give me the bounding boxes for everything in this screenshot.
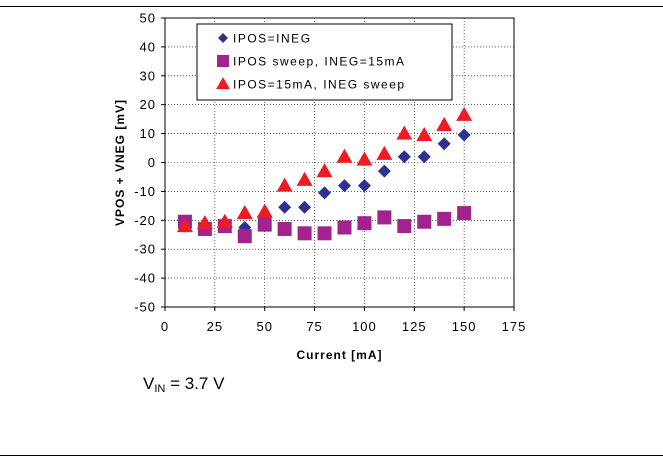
y-tick-labels: 50 40 30 20 10 0 -10 -20 -30 -40 -50: [134, 11, 165, 315]
triangle-marker: [216, 77, 230, 90]
square-marker: [217, 55, 229, 67]
x-tick-label: 150: [452, 319, 477, 334]
series-triangle: [176, 106, 473, 233]
diamond-marker: [417, 150, 431, 164]
y-tick-label: 10: [140, 126, 156, 141]
square-marker: [277, 221, 292, 236]
square-marker: [417, 214, 432, 229]
triangle-marker: [196, 215, 213, 230]
triangle-marker: [296, 171, 313, 186]
triangle-marker: [336, 148, 353, 163]
x-tick-label: 50: [256, 319, 272, 334]
square-marker: [257, 217, 272, 232]
y-tick-label: 20: [140, 97, 156, 112]
y-tick-label: -50: [134, 300, 156, 315]
vin-value: = 3.7 V: [165, 374, 225, 393]
vin-subscript: IN: [154, 383, 166, 395]
diamond-marker: [437, 137, 451, 151]
diamond-marker: [397, 150, 411, 164]
square-marker: [377, 210, 392, 225]
triangle-marker: [356, 151, 373, 166]
square-marker: [297, 226, 312, 241]
x-tick-label: 125: [402, 319, 427, 334]
y-tick-label: -30: [134, 242, 156, 257]
triangle-marker: [236, 205, 253, 220]
y-tick-label: -20: [134, 213, 156, 228]
square-marker: [337, 220, 352, 235]
input-voltage-annotation: VIN = 3.7 V: [143, 374, 224, 395]
square-marker: [237, 229, 252, 244]
x-axis-title: Current [mA]: [297, 348, 383, 362]
legend-label: IPOS=INEG: [233, 32, 312, 46]
x-tick-label: 175: [502, 319, 527, 334]
triangle-marker: [176, 218, 193, 233]
diamond-marker: [357, 179, 371, 193]
vin-prefix: V: [143, 374, 155, 393]
diamond-marker: [457, 128, 471, 142]
x-tick-labels: 0 25 50 75 100 125 150 175: [161, 307, 527, 334]
x-tick-label: 100: [352, 319, 377, 334]
y-tick-label: 30: [140, 68, 156, 83]
triangle-marker: [416, 126, 433, 142]
y-tick-label: 0: [148, 155, 156, 170]
legend-label: IPOS=15mA, INEG sweep: [233, 78, 406, 92]
legend-box: [196, 23, 453, 101]
square-marker: [357, 216, 372, 231]
x-tick-label: 0: [161, 319, 169, 334]
square-marker: [437, 211, 452, 226]
diamond-marker: [298, 200, 312, 214]
y-tick-label: -10: [134, 184, 156, 199]
triangle-marker: [256, 203, 273, 218]
triangle-marker: [216, 213, 233, 228]
x-tick-label: 25: [207, 319, 223, 334]
y-tick-label: 40: [140, 39, 156, 54]
diamond-marker: [218, 33, 228, 43]
square-marker: [457, 206, 472, 221]
y-axis-title: VPOS + VNEG [mV]: [113, 99, 127, 226]
top-border-line: [0, 6, 663, 7]
square-marker: [397, 219, 412, 234]
triangle-marker: [276, 177, 293, 192]
legend-label: IPOS sweep, INEG=15mA: [233, 55, 406, 69]
triangle-marker: [396, 125, 413, 140]
triangle-marker: [456, 106, 473, 121]
y-tick-label: 50: [140, 11, 156, 26]
diamond-marker: [278, 200, 292, 214]
diamond-marker: [318, 186, 332, 200]
data-points: [176, 106, 473, 244]
y-tick-label: -40: [134, 271, 156, 286]
x-tick-label: 75: [306, 319, 322, 334]
legend: IPOS=INEG IPOS sweep, INEG=15mA IPOS=15mA,…: [196, 23, 453, 101]
bottom-border-line: [0, 455, 663, 456]
triangle-marker: [436, 116, 453, 131]
diamond-marker: [377, 164, 391, 178]
triangle-marker: [316, 163, 333, 178]
diamond-marker: [337, 179, 351, 193]
square-marker: [317, 226, 332, 241]
triangle-marker: [376, 145, 393, 160]
